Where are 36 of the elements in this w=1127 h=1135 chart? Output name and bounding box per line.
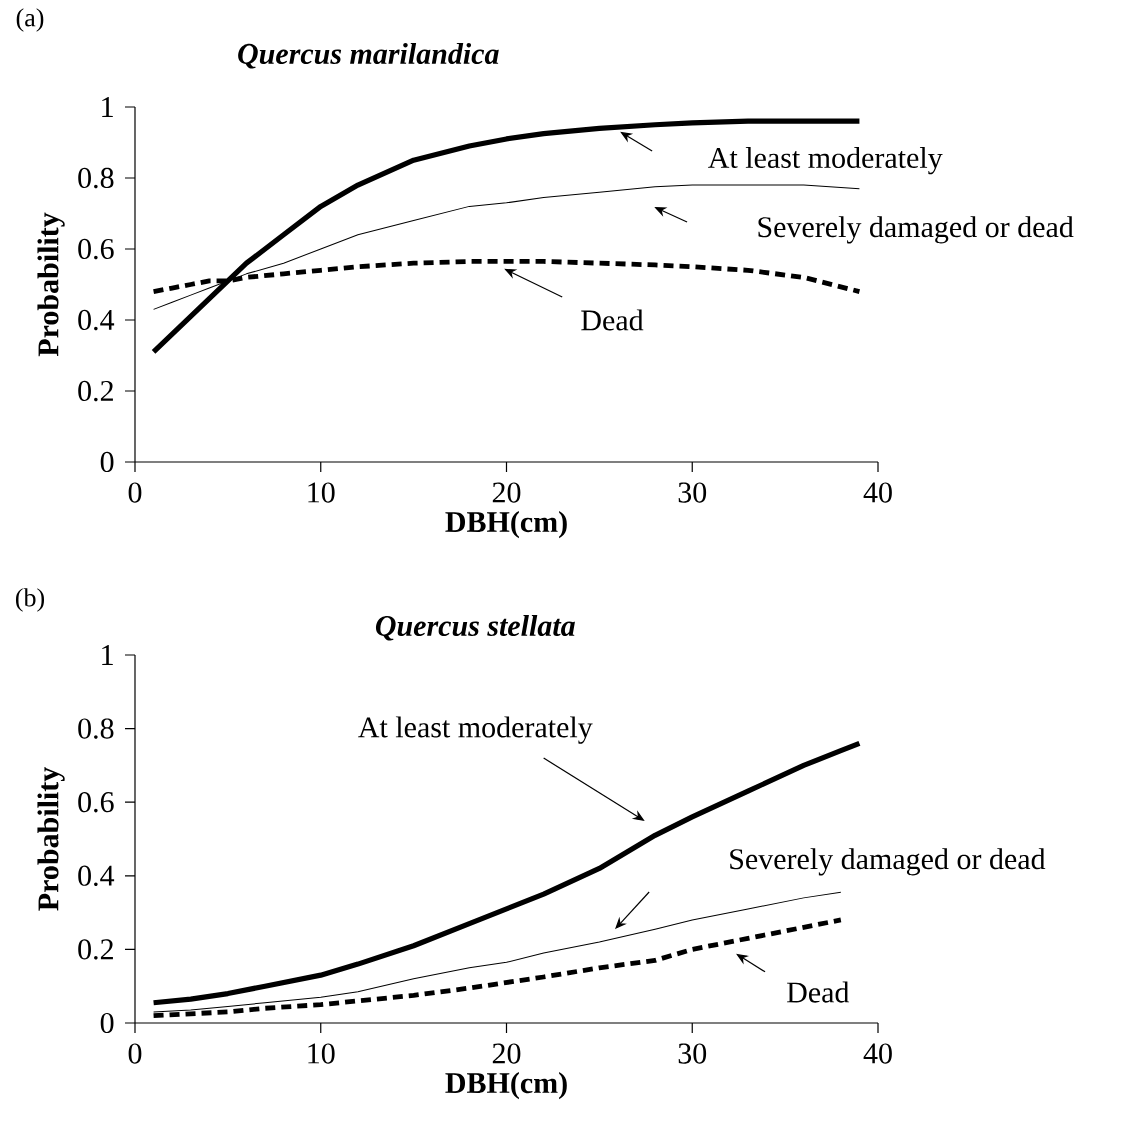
y-axis-title: Probability — [37, 767, 65, 911]
x-tick-label: 20 — [492, 482, 521, 503]
y-tick-label: 0 — [100, 1012, 114, 1034]
x-tick-label: 30 — [678, 1043, 707, 1064]
annotation: At least moderately — [708, 146, 943, 175]
x-tick-label: 0 — [128, 1043, 142, 1064]
x-tick-label: 40 — [863, 482, 892, 503]
annotation: Severely damaged or dead — [758, 216, 1074, 244]
y-tick-label: 0.6 — [78, 238, 114, 260]
x-axis-title: DBH(cm) — [445, 1072, 567, 1100]
annotation: At least moderately — [358, 716, 593, 744]
annotation: Severely damaged or dead — [730, 848, 1046, 876]
y-tick-label: 1 — [102, 645, 113, 665]
annotation: Dead — [581, 309, 644, 331]
y-tick-label: 0.4 — [78, 309, 115, 331]
x-tick-label: 0 — [128, 482, 142, 503]
y-tick-label: 0.2 — [78, 380, 113, 402]
x-tick-label: 30 — [678, 482, 707, 503]
x-tick-label: 40 — [863, 1043, 892, 1064]
y-tick-label: 0.6 — [78, 792, 114, 813]
chart-title: Quercus marilandica — [238, 42, 499, 69]
annotation: Dead — [787, 981, 850, 1003]
x-tick-label: 10 — [308, 1043, 335, 1064]
text: (b) — [15, 588, 45, 612]
chart-title: Quercus stellata — [375, 614, 575, 641]
y-tick-label: 0.8 — [78, 718, 114, 739]
y-tick-label: 0.8 — [78, 167, 114, 189]
y-tick-label: 0.4 — [78, 865, 115, 886]
x-tick-label: 20 — [492, 1043, 521, 1064]
text: (a) — [16, 8, 44, 32]
x-tick-label: 10 — [308, 482, 335, 503]
y-tick-label: 1 — [102, 97, 113, 117]
x-axis-title: DBH(cm) — [445, 511, 567, 539]
y-axis-title: Probability — [37, 212, 65, 357]
y-tick-label: 0.2 — [78, 939, 113, 960]
y-tick-label: 0 — [100, 451, 114, 473]
